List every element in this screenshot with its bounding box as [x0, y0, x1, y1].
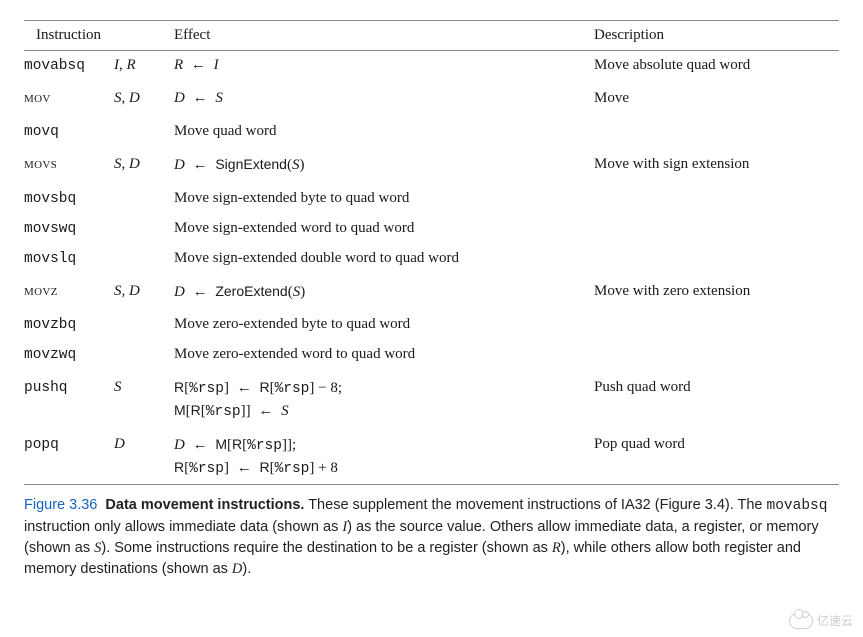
mnemonic: mov: [24, 84, 114, 114]
description: [594, 184, 839, 214]
effect: Move zero-extended word to quad word: [174, 340, 594, 370]
table-row: popqDD M[R[%rsp]];R[%rsp] R[%rsp] + 8Pop…: [24, 430, 839, 485]
table-row: movzbq Move zero-extended byte to quad wo…: [24, 310, 839, 340]
table-row: movsbq Move sign-extended byte to quad wo…: [24, 184, 839, 214]
description: Pop quad word: [594, 430, 839, 485]
effect: D ZeroExtend(S): [174, 277, 594, 308]
cloud-icon: [789, 613, 813, 629]
description: Move absolute quad word: [594, 51, 839, 81]
table-row: movabsqI, RR IMove absolute quad word: [24, 51, 839, 81]
table-row: movS, DD SMove: [24, 84, 839, 114]
effect: Move zero-extended byte to quad word: [174, 310, 594, 340]
figure-caption: Figure 3.36 Data movement instructions. …: [24, 495, 839, 580]
effect: D SignExtend(S): [174, 150, 594, 181]
operands: S, D: [114, 84, 174, 114]
table-row: movzS, DD ZeroExtend(S)Move with zero ex…: [24, 277, 839, 308]
mnemonic: movswq: [24, 214, 114, 244]
instruction-table: InstructionEffectDescriptionmovabsqI, RR…: [24, 20, 839, 485]
operands: [114, 340, 174, 370]
mnemonic: pushq: [24, 373, 114, 427]
watermark-text: 亿速云: [817, 612, 853, 629]
table-row: pushqSR[%rsp] R[%rsp] − 8;M[R[%rsp]] SPu…: [24, 373, 839, 427]
operands: S, D: [114, 277, 174, 308]
effect: Move sign-extended byte to quad word: [174, 184, 594, 214]
mnemonic: movs: [24, 150, 114, 181]
col-description: Description: [594, 21, 839, 51]
table-row: movq Move quad word: [24, 117, 839, 147]
description: [594, 244, 839, 274]
effect: Move sign-extended double word to quad w…: [174, 244, 594, 274]
effect: D S: [174, 84, 594, 114]
col-effect: Effect: [174, 21, 594, 51]
mnemonic: movzbq: [24, 310, 114, 340]
description: Push quad word: [594, 373, 839, 427]
figure-label: Figure 3.36: [24, 497, 97, 513]
figure-title: Data movement instructions.: [105, 497, 304, 513]
table-row: movswq Move sign-extended word to quad wo…: [24, 214, 839, 244]
operands: [114, 244, 174, 274]
col-instruction: Instruction: [24, 21, 174, 51]
effect: R[%rsp] R[%rsp] − 8;M[R[%rsp]] S: [174, 373, 594, 427]
description: [594, 310, 839, 340]
watermark: 亿速云: [789, 612, 853, 629]
description: Move with zero extension: [594, 277, 839, 308]
effect: Move sign-extended word to quad word: [174, 214, 594, 244]
operands: S: [114, 373, 174, 427]
mnemonic: movslq: [24, 244, 114, 274]
operands: [114, 214, 174, 244]
description: Move with sign extension: [594, 150, 839, 181]
effect: D M[R[%rsp]];R[%rsp] R[%rsp] + 8: [174, 430, 594, 485]
description: [594, 214, 839, 244]
operands: [114, 310, 174, 340]
effect: R I: [174, 51, 594, 81]
mnemonic: popq: [24, 430, 114, 485]
operands: [114, 117, 174, 147]
mnemonic: movsbq: [24, 184, 114, 214]
operands: S, D: [114, 150, 174, 181]
effect: Move quad word: [174, 117, 594, 147]
operands: I, R: [114, 51, 174, 81]
description: [594, 340, 839, 370]
mnemonic: movq: [24, 117, 114, 147]
description: Move: [594, 84, 839, 114]
table-row: movzwq Move zero-extended word to quad wo…: [24, 340, 839, 370]
mnemonic: movabsq: [24, 51, 114, 81]
operands: D: [114, 430, 174, 485]
description: [594, 117, 839, 147]
operands: [114, 184, 174, 214]
instruction-table-body: InstructionEffectDescriptionmovabsqI, RR…: [24, 21, 839, 486]
mnemonic: movzwq: [24, 340, 114, 370]
table-row: movsS, DD SignExtend(S)Move with sign ex…: [24, 150, 839, 181]
mnemonic: movz: [24, 277, 114, 308]
table-row: movslq Move sign-extended double word to …: [24, 244, 839, 274]
table-header-row: InstructionEffectDescription: [24, 21, 839, 51]
